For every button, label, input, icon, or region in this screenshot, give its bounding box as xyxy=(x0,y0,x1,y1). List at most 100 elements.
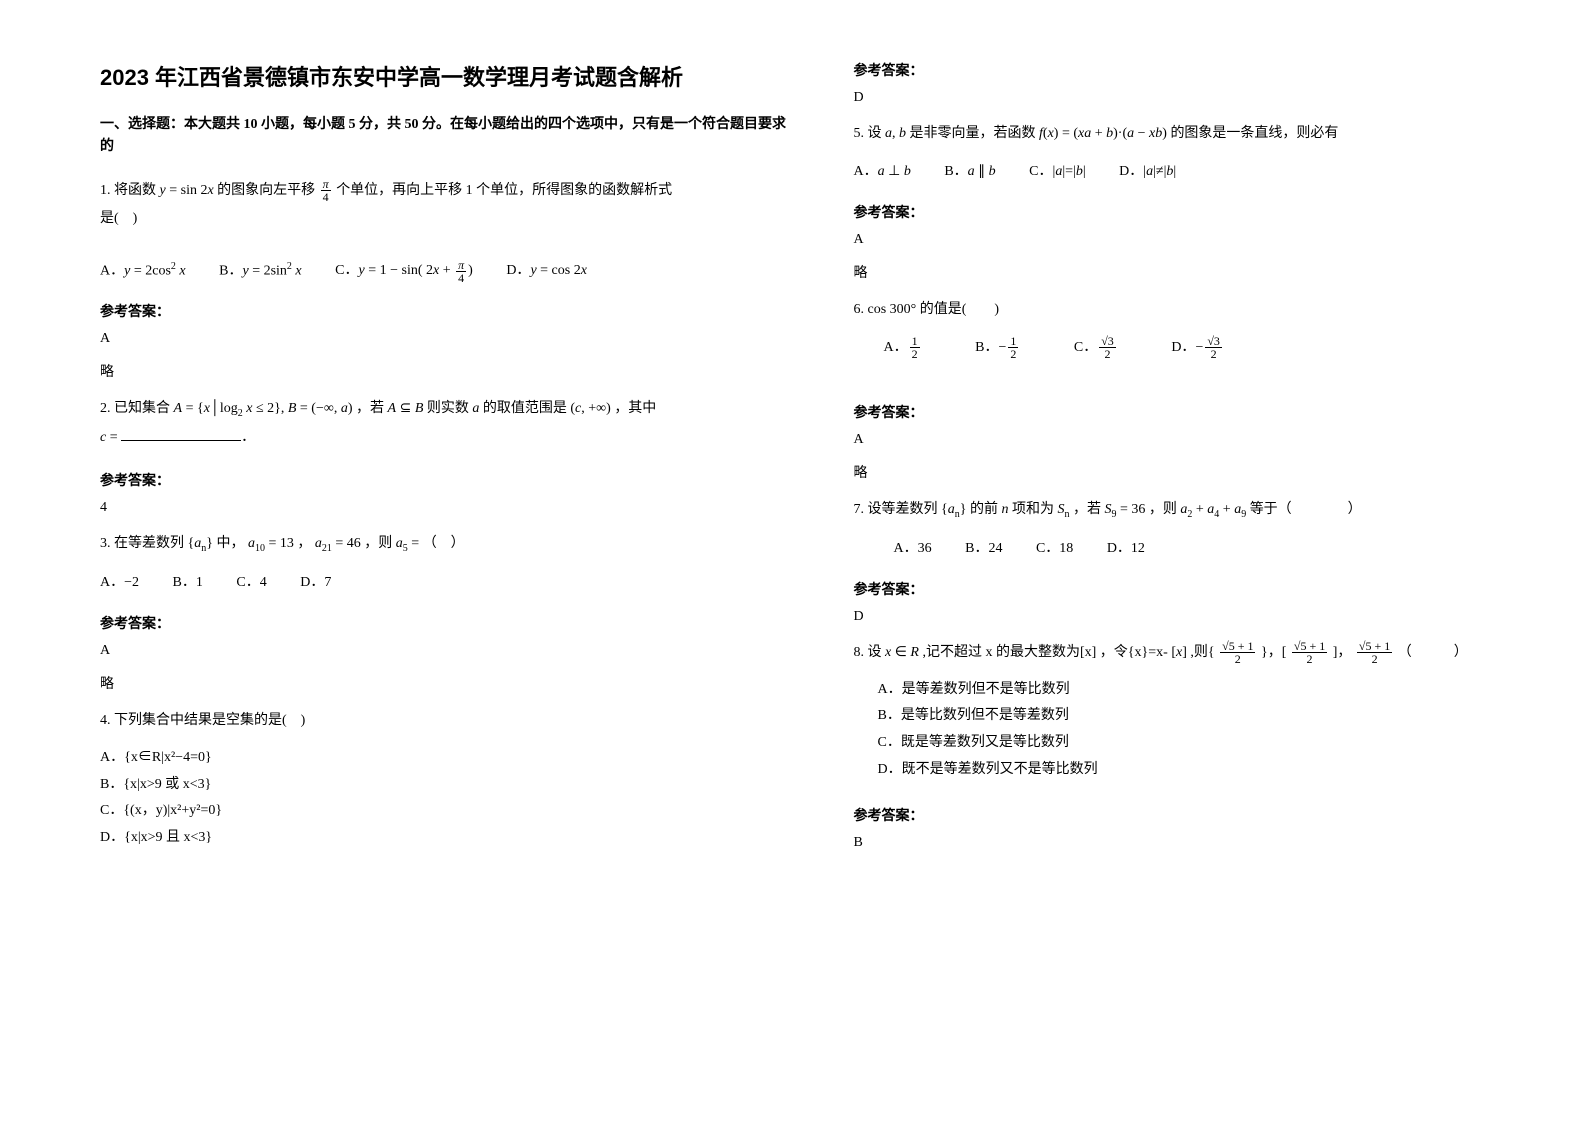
exam-title: 2023 年江西省景德镇市东安中学高一数学理月考试题含解析 xyxy=(100,60,794,92)
q7-expr-2: n xyxy=(1001,502,1008,517)
question-4: 4. 下列集合中结果是空集的是( ) xyxy=(100,707,794,735)
q4-answer-label: 参考答案： xyxy=(854,60,1548,80)
q1-frac-pi4: π4 xyxy=(321,178,331,203)
q2-stem-b: ，若 xyxy=(356,401,384,416)
right-column: 参考答案： D 5. 设 a, b 是非零向量，若函数 f(x) = (xa +… xyxy=(854,60,1548,1082)
q7-expr-3: Sn xyxy=(1057,502,1069,517)
q8-optB: B．是等比数列但不是等差数列 xyxy=(878,703,1548,730)
q7-stem-b: 的前 xyxy=(970,502,998,517)
q7-answer-label: 参考答案： xyxy=(854,579,1548,599)
q2-blank xyxy=(121,440,241,441)
q1-options: A．y = 2cos2 x B．y = 2sin2 x C．y = 1 − si… xyxy=(100,257,794,286)
q5-optB: B． xyxy=(944,164,967,179)
q3-options: A．−2 B．1 C．4 D．7 xyxy=(100,569,794,597)
q3-stem-d: ，则 xyxy=(364,536,392,551)
question-6: 6. cos 300° 的值是( ) xyxy=(854,296,1548,324)
q8-frac-3: √5 + 12 xyxy=(1357,640,1392,665)
q1-answer: A xyxy=(100,331,794,347)
q3-optC: C． xyxy=(236,575,259,590)
q3-stem-a: 3. 在等差数列 xyxy=(100,536,184,551)
q8-stem-f: （ ） xyxy=(1398,645,1468,660)
question-1: 1. 将函数 y = sin 2x 的图象向左平移 π4 个单位，再向上平移 1… xyxy=(100,177,794,233)
q8-stem-e: ]， xyxy=(1333,645,1352,660)
q6-answer-label: 参考答案： xyxy=(854,402,1548,422)
q7-stem-f: 等于（ ） xyxy=(1250,502,1362,517)
q2-expr-2: A ⊆ B xyxy=(388,401,424,416)
q8-answer-label: 参考答案： xyxy=(854,805,1548,825)
q6-stem-b: 的值是( ) xyxy=(920,302,999,317)
q5-answer: A xyxy=(854,232,1548,248)
q1-stem-c: 个单位，再向上平移 1 个单位，所得图象的函数解析式 xyxy=(336,183,672,198)
q1-stem-a: 1. 将函数 xyxy=(100,183,156,198)
q8-optC: C．既是等差数列又是等比数列 xyxy=(878,730,1548,757)
q2-stem-c: 则实数 xyxy=(427,401,469,416)
q3-stem-e: （ ） xyxy=(423,536,465,551)
q2-expr-1: A = {x│log2 x ≤ 2}, B = (−∞, a) xyxy=(174,401,353,416)
q7-optA: A．36 xyxy=(894,535,932,563)
q2-answer-label: 参考答案： xyxy=(100,470,794,490)
q8-frac-1: √5 + 12 xyxy=(1220,640,1255,665)
q8-optA: A．是等差数列但不是等比数列 xyxy=(878,677,1548,704)
q5-expr-1: a, b xyxy=(885,126,906,141)
q5-options: A．a ⊥ b B．a ∥ b C．|a|=|b| D．|a|≠|b| xyxy=(854,158,1548,186)
q6-answer: A xyxy=(854,432,1548,448)
q3-optA: A． xyxy=(100,575,124,590)
q7-optC: C．18 xyxy=(1036,535,1073,563)
q7-stem-c: 项和为 xyxy=(1012,502,1054,517)
q3-answer-label: 参考答案： xyxy=(100,613,794,633)
q2-period: ． xyxy=(241,430,255,445)
q3-note: 略 xyxy=(100,673,794,693)
q8-stem-d: }，[ xyxy=(1261,645,1286,660)
question-5: 5. 设 a, b 是非零向量，若函数 f(x) = (xa + b)·(a −… xyxy=(854,120,1548,148)
q5-answer-label: 参考答案： xyxy=(854,202,1548,222)
question-7: 7. 设等差数列 {an} 的前 n 项和为 Sn ，若 S9 = 36 ，则 … xyxy=(854,496,1548,525)
q7-stem-a: 7. 设等差数列 xyxy=(854,502,938,517)
q3-stem-b: 中， xyxy=(216,536,244,551)
q8-stem-c: ,则{ xyxy=(1190,645,1214,660)
q5-stem-c: 的图象是一条直线，则必有 xyxy=(1170,126,1338,141)
q5-optD: D． xyxy=(1119,164,1143,179)
q6-options: A．12 B．−12 C．√32 D．−√32 xyxy=(884,334,1548,362)
q6-optB: B． xyxy=(975,340,998,355)
q3-stem-c: ， xyxy=(297,536,311,551)
question-8: 8. 设 x ∈ R ,记不超过 x 的最大整数为[x] ，令{x}=x- [x… xyxy=(854,639,1548,667)
q1-note: 略 xyxy=(100,361,794,381)
q1-optB-label: B． xyxy=(219,263,242,278)
q8-expr-2: [x] xyxy=(1171,645,1187,660)
q4-optD: D．{x|x>9 且 x<3} xyxy=(100,825,794,852)
q7-expr-4: S9 = 36 xyxy=(1104,502,1145,517)
q1-optD-label: D． xyxy=(506,263,530,278)
q4-optC: C．{(x，y)|x²+y²=0} xyxy=(100,798,794,825)
q3-expr-3: a21 = 46 xyxy=(315,536,361,551)
q4-optA: A．{x∈R|x²−4=0} xyxy=(100,745,794,772)
q3-expr-1: {an} xyxy=(188,536,213,551)
q6-optA: A． xyxy=(884,340,908,355)
q7-stem-d: ，若 xyxy=(1073,502,1101,517)
q3-optD-v: 7 xyxy=(324,575,331,590)
q6-optD: D． xyxy=(1171,340,1195,355)
q2-stem-a: 2. 已知集合 xyxy=(100,401,170,416)
q1-stem-d: 是( ) xyxy=(100,211,137,226)
q8-frac-2: √5 + 12 xyxy=(1292,640,1327,665)
q2-stem-e: ，其中 xyxy=(614,401,656,416)
q3-optA-v: −2 xyxy=(124,575,139,590)
q2-blank-pre: c = xyxy=(100,430,121,445)
q8-expr-1: x ∈ R xyxy=(885,645,919,660)
q8-answer: B xyxy=(854,835,1548,851)
q3-optB: B． xyxy=(173,575,196,590)
q1-answer-label: 参考答案： xyxy=(100,301,794,321)
q5-expr-2: f(x) = (xa + b)·(a − xb) xyxy=(1039,126,1167,141)
q7-stem-e: ，则 xyxy=(1149,502,1177,517)
q1-expr-1: y = sin 2x xyxy=(160,183,214,198)
q6-stem-a: 6. xyxy=(854,302,865,317)
q3-optD: D． xyxy=(300,575,324,590)
q7-expr-5: a2 + a4 + a9 xyxy=(1180,502,1246,517)
q3-optB-v: 1 xyxy=(196,575,203,590)
q3-answer: A xyxy=(100,643,794,659)
q7-optD: D．12 xyxy=(1107,535,1145,563)
q6-optC: C． xyxy=(1074,340,1097,355)
q3-expr-4: a5 = xyxy=(396,536,419,551)
question-3: 3. 在等差数列 {an} 中， a10 = 13 ， a21 = 46 ，则 … xyxy=(100,530,794,559)
q2-expr-4: (c, +∞) xyxy=(570,401,610,416)
q6-note: 略 xyxy=(854,462,1548,482)
